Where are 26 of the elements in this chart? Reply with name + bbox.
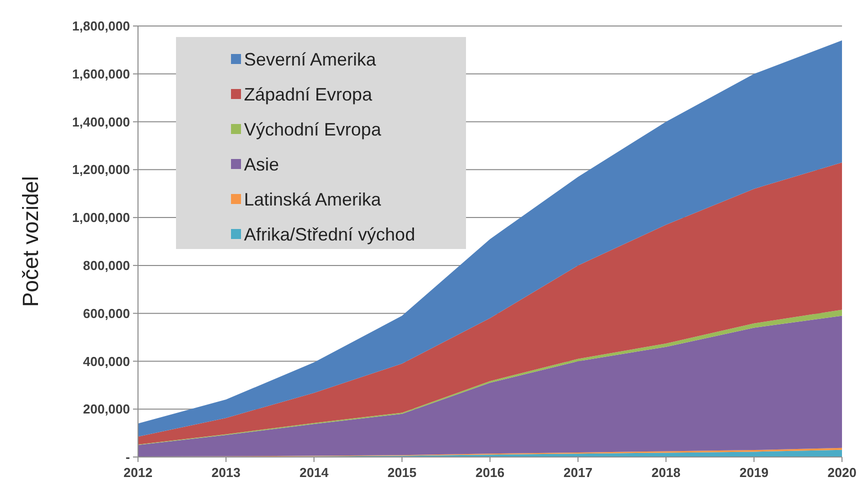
y-tick-label: 1,800,000 [72,18,130,34]
x-tick-label: 2013 [212,465,240,480]
x-tick-label: 2017 [564,465,592,480]
x-tick-label: 2018 [652,465,680,480]
y-tick-label: 1,400,000 [72,114,130,130]
y-tick-label: 1,000,000 [72,210,130,226]
x-tick-label: 2015 [388,465,416,480]
legend-label: Východní Evropa [244,119,382,140]
y-tick-label: - [126,450,130,465]
legend-label: Latinská Amerika [244,189,382,210]
x-tick-label: 2019 [740,465,768,480]
y-tick-label: 1,600,000 [72,66,130,82]
y-tick-label: 400,000 [83,354,130,369]
y-tick-label: 600,000 [83,306,130,321]
legend-label: Afrika/Střední východ [244,224,416,244]
legend-label: Západní Evropa [244,84,374,104]
x-tick-label: 2020 [828,465,856,480]
x-tick-label: 2016 [476,465,504,480]
y-tick-label: 200,000 [83,402,130,417]
legend-label: Severní Amerika [244,49,378,70]
y-tick-label: 1,200,000 [72,162,130,178]
legend-label: Asie [244,154,280,174]
x-tick-label: 2014 [300,465,330,480]
y-axis-title: Počet vozidel [18,176,43,307]
y-tick-label: 800,000 [83,258,130,273]
x-tick-label: 2012 [124,465,152,480]
